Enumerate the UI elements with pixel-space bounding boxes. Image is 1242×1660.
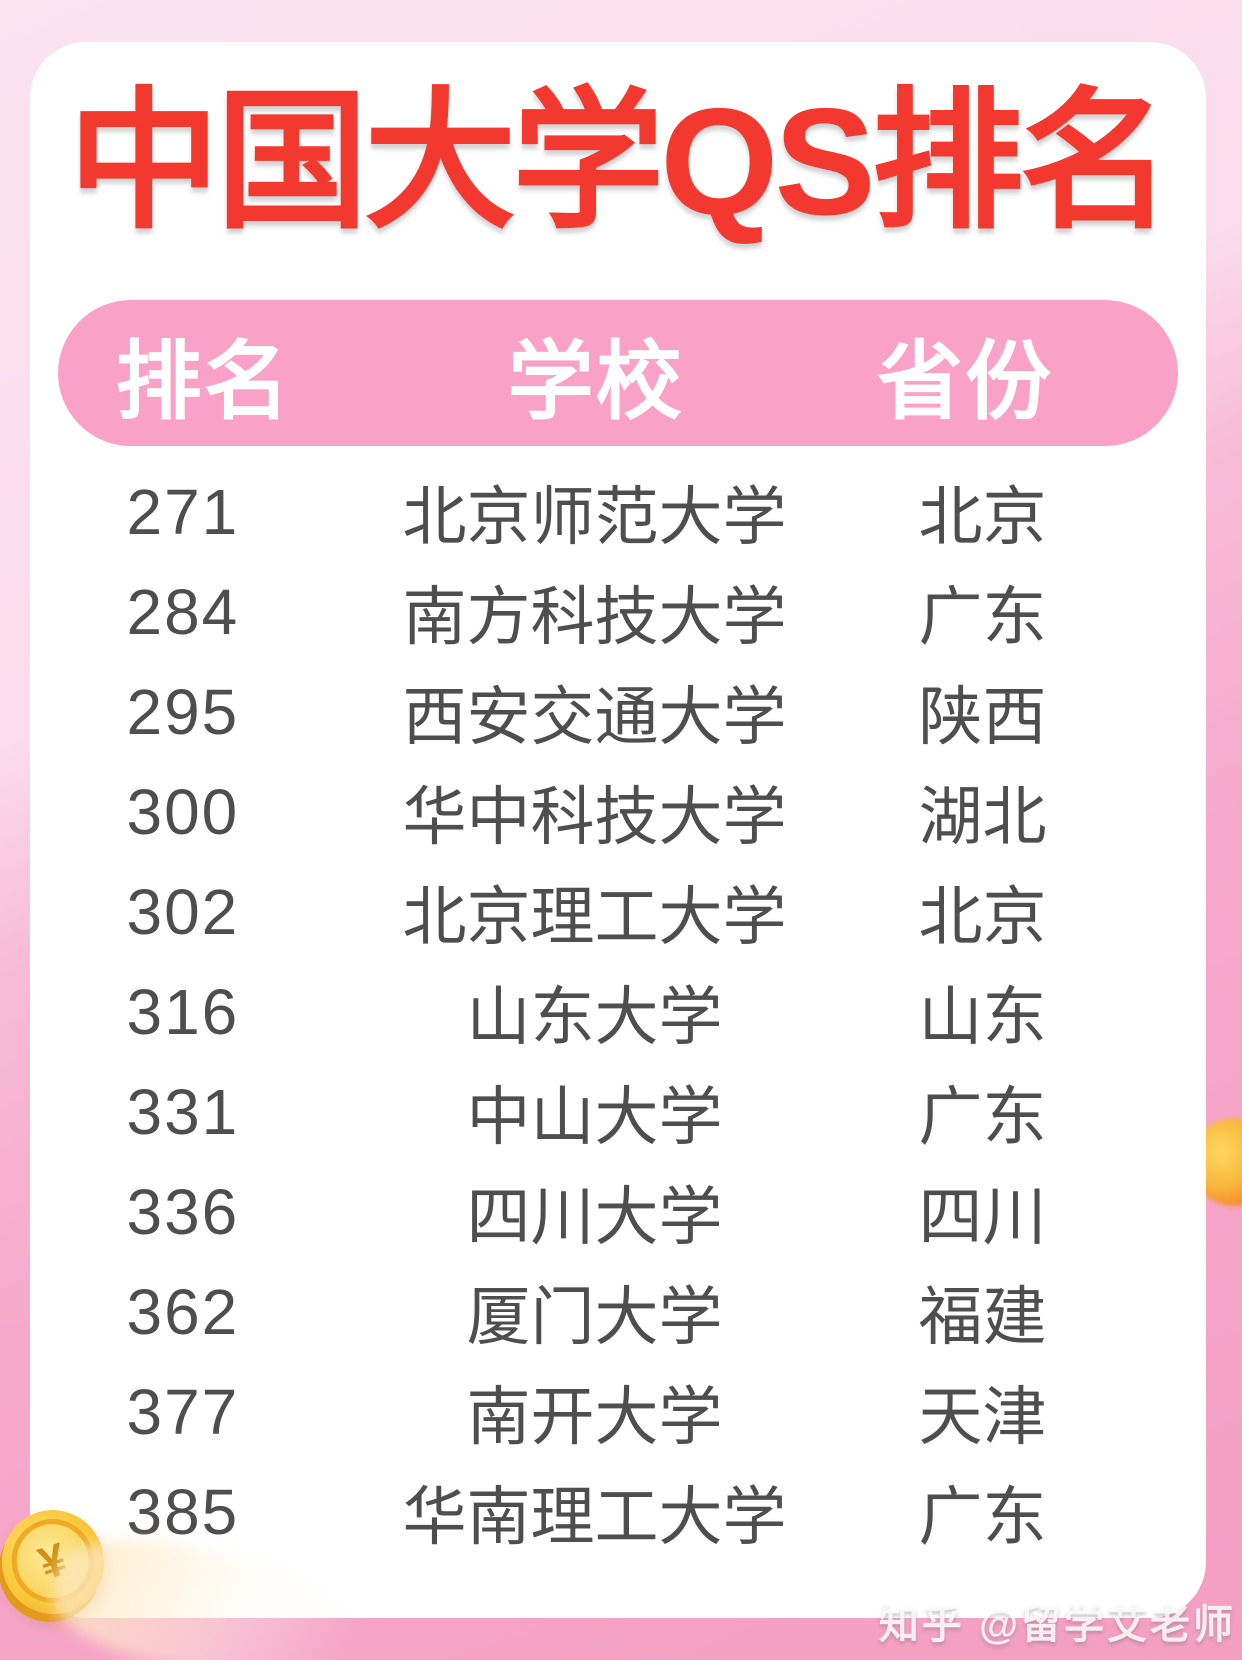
table-header-row: 排名 学校 省份 — [58, 300, 1178, 446]
table-row: 316 山东大学 山东 — [30, 962, 1206, 1062]
ranking-card: 中国大学QS排名 排名 学校 省份 271 北京师范大学 北京 284 南方科技… — [30, 42, 1206, 1618]
province-cell: 广东 — [918, 1481, 1047, 1553]
province-cell: 山东 — [918, 981, 1047, 1053]
province-cell: 北京 — [918, 881, 1047, 953]
table-row: 362 厦门大学 福建 — [30, 1262, 1206, 1362]
school-cell: 南开大学 — [466, 1381, 723, 1453]
province-cell: 天津 — [918, 1381, 1047, 1453]
rank-cell: 302 — [126, 876, 240, 948]
school-cell: 四川大学 — [466, 1181, 723, 1253]
school-cell: 北京理工大学 — [402, 881, 787, 953]
table-row: 385 华南理工大学 广东 — [30, 1462, 1206, 1562]
school-cell: 山东大学 — [466, 981, 723, 1053]
rank-cell: 271 — [126, 476, 240, 548]
table-row: 295 西安交通大学 陕西 — [30, 662, 1206, 762]
province-cell: 陕西 — [918, 681, 1047, 753]
rank-cell: 284 — [126, 576, 240, 648]
school-cell: 北京师范大学 — [402, 481, 787, 553]
table-row: 336 四川大学 四川 — [30, 1162, 1206, 1262]
table-row: 331 中山大学 广东 — [30, 1062, 1206, 1162]
rank-cell: 377 — [126, 1376, 240, 1448]
yuan-symbol-icon: ¥ — [32, 1532, 73, 1590]
school-cell: 华南理工大学 — [402, 1481, 787, 1553]
table-row: 377 南开大学 天津 — [30, 1362, 1206, 1462]
school-cell: 南方科技大学 — [402, 581, 787, 653]
school-cell: 厦门大学 — [466, 1281, 723, 1353]
rank-cell: 362 — [126, 1276, 240, 1348]
rank-cell: 316 — [126, 976, 240, 1048]
rank-cell: 331 — [126, 1076, 240, 1148]
province-cell: 四川 — [918, 1181, 1047, 1253]
column-header-province: 省份 — [877, 333, 1054, 430]
table-row: 300 华中科技大学 湖北 — [30, 762, 1206, 862]
table-row: 271 北京师范大学 北京 — [30, 462, 1206, 562]
school-cell: 华中科技大学 — [402, 781, 787, 853]
rank-cell: 336 — [126, 1176, 240, 1248]
province-cell: 湖北 — [918, 781, 1047, 853]
rank-cell: 300 — [126, 776, 240, 848]
rank-cell: 295 — [126, 676, 240, 748]
page-title: 中国大学QS排名 — [68, 77, 1172, 247]
school-cell: 西安交通大学 — [402, 681, 787, 753]
coin-face: ¥ — [3, 1511, 102, 1611]
province-cell: 广东 — [918, 1081, 1047, 1153]
watermark: 知乎 @留学艾老师 — [878, 1603, 1236, 1647]
table-row: 284 南方科技大学 广东 — [30, 562, 1206, 662]
province-cell: 北京 — [918, 481, 1047, 553]
province-cell: 福建 — [918, 1281, 1047, 1353]
column-header-rank: 排名 — [115, 333, 292, 430]
school-cell: 中山大学 — [466, 1081, 723, 1153]
table-row: 302 北京理工大学 北京 — [30, 862, 1206, 962]
column-header-school: 学校 — [507, 333, 684, 430]
province-cell: 广东 — [918, 581, 1047, 653]
ranking-table-body: 271 北京师范大学 北京 284 南方科技大学 广东 295 西安交通大学 陕… — [30, 462, 1206, 1562]
